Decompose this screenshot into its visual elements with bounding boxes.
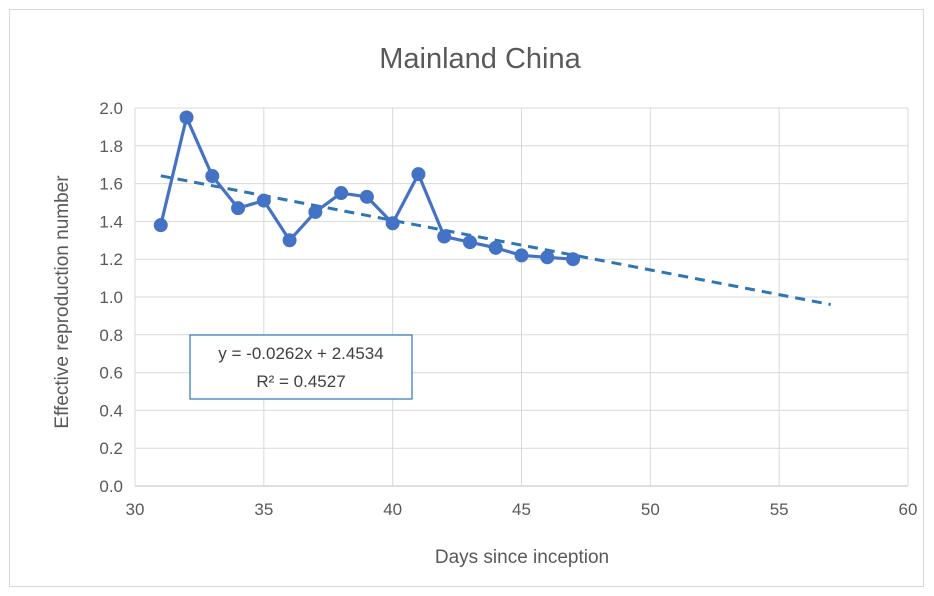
gridlines: [134, 107, 909, 487]
equation-box-border: [189, 334, 413, 400]
y-axis-label: Effective reproduction number: [52, 175, 73, 429]
data-point: [179, 110, 194, 125]
data-point: [385, 216, 400, 231]
y-tick-label: 1.4: [99, 212, 123, 231]
y-axis-ticks: 0.0 0.2 0.4 0.6 0.8 1.0 1.2 1.4 1.6 1.8 2.0: [99, 99, 123, 496]
data-series: [153, 110, 581, 267]
y-tick-label: 0.4: [99, 401, 123, 420]
trendline-equation-box: y = -0.0262x + 2.4534 R² = 0.4527: [189, 334, 413, 400]
data-point: [540, 250, 555, 265]
chart-frame: [9, 9, 924, 587]
y-tick-label: 0.0: [99, 477, 123, 496]
x-tick-label: 55: [770, 500, 789, 519]
x-axis-ticks: 30 35 40 45 50 55 60: [126, 500, 918, 519]
y-tick-label: 0.6: [99, 364, 123, 383]
y-tick-label: 1.6: [99, 175, 123, 194]
y-tick-label: 2.0: [99, 99, 123, 118]
x-tick-label: 40: [383, 500, 402, 519]
chart-title: Mainland China: [379, 43, 581, 75]
trendline: [160, 174, 831, 307]
data-point: [231, 201, 246, 216]
data-point: [514, 248, 529, 263]
data-point: [359, 189, 374, 204]
data-point: [205, 169, 220, 184]
data-point: [488, 240, 503, 255]
series-line: [159, 115, 574, 261]
y-tick-label: 0.2: [99, 439, 123, 458]
data-point: [256, 193, 271, 208]
data-point: [282, 233, 297, 248]
y-tick-label: 1.0: [99, 288, 123, 307]
trendline-r-squared: R² = 0.4527: [256, 372, 345, 391]
data-point: [437, 229, 452, 244]
x-tick-label: 35: [254, 500, 273, 519]
x-tick-label: 45: [512, 500, 531, 519]
y-tick-label: 0.8: [99, 326, 123, 345]
trendline-path: [160, 174, 831, 307]
x-tick-label: 50: [641, 500, 660, 519]
data-point: [462, 235, 477, 250]
data-point: [334, 186, 349, 201]
x-axis-label: Days since inception: [435, 547, 609, 568]
data-point: [566, 252, 581, 267]
data-point: [153, 218, 168, 233]
y-tick-label: 1.2: [99, 250, 123, 269]
x-tick-label: 60: [899, 500, 918, 519]
data-point: [308, 204, 323, 219]
data-point: [411, 167, 426, 182]
trendline-equation: y = -0.0262x + 2.4534: [218, 344, 383, 363]
y-tick-label: 1.8: [99, 137, 123, 156]
x-tick-label: 30: [126, 500, 145, 519]
